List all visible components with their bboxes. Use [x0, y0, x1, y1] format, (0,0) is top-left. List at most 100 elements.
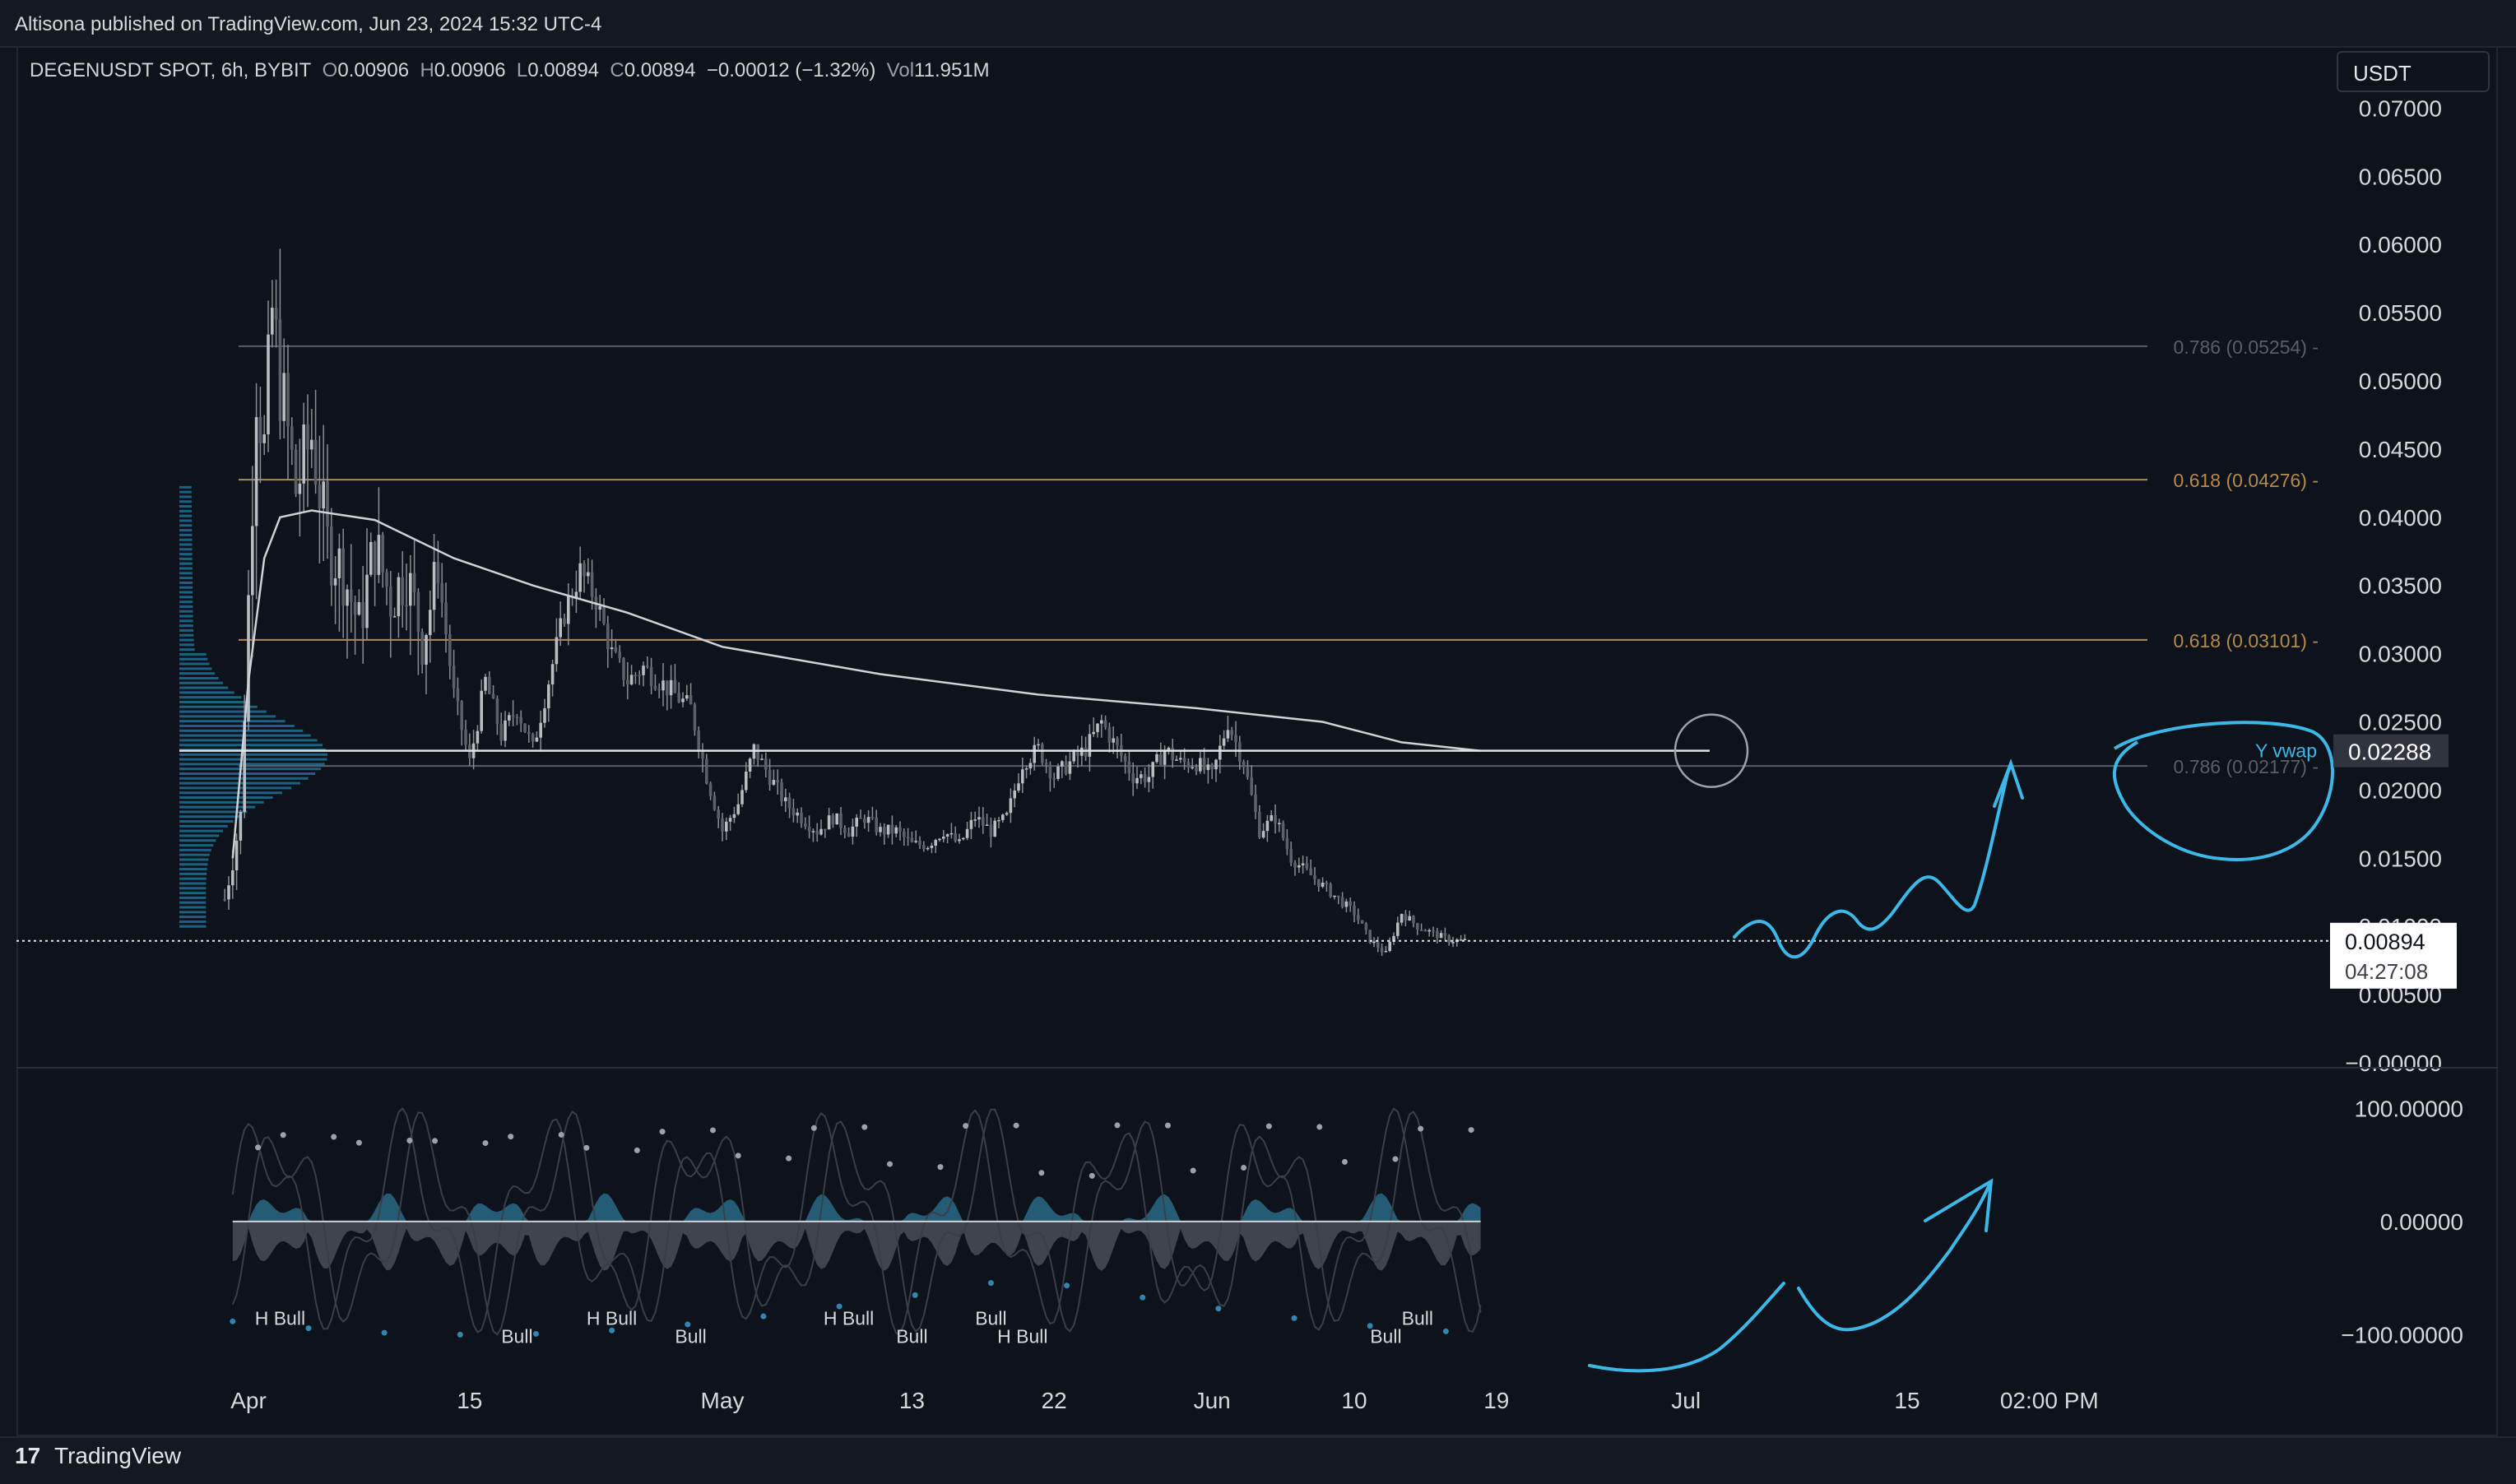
divergence-label: Bull — [975, 1307, 1006, 1329]
oscillator-dot — [887, 1161, 894, 1167]
candle-body — [1297, 865, 1301, 868]
divergence-label: Bull — [1402, 1307, 1433, 1329]
oscillator-dot — [1341, 1158, 1348, 1165]
candle-body — [1427, 930, 1431, 932]
volume-profile-bar — [179, 624, 193, 628]
volume-profile-bar — [179, 810, 248, 814]
candle-body — [728, 818, 732, 822]
candle-body — [251, 526, 254, 596]
candle-body — [405, 605, 408, 607]
tradingview-brand[interactable]: TradingView — [54, 1443, 182, 1468]
candle-body — [938, 838, 941, 841]
oscillator-dot — [1442, 1328, 1449, 1334]
candle-body — [389, 586, 392, 617]
candle-body — [1092, 731, 1095, 735]
candle-body — [725, 821, 728, 832]
candle-body — [708, 783, 713, 796]
time-axis[interactable]: Apr 15 May 13 22 Jun 10 19 Jul 15 02:00 PM — [230, 1388, 2099, 1413]
oscillator-axis[interactable]: 100.00000 0.00000 −100.00000 — [2341, 1096, 2463, 1347]
candle-body — [962, 837, 965, 840]
volume-profile-bar — [179, 925, 207, 928]
volume-profile-bar — [179, 911, 207, 914]
candle-body — [1206, 764, 1210, 771]
oscillator-dot — [609, 1327, 615, 1333]
volume-profile-bar — [179, 839, 216, 842]
volume-profile-bar — [179, 791, 282, 795]
volume-profile-bar — [179, 720, 285, 723]
volume-profile-bar — [179, 524, 193, 527]
currency-button[interactable]: USDT — [2337, 51, 2490, 92]
price-tick-label: 0.02000 — [2359, 777, 2442, 803]
candle-body — [1337, 895, 1340, 897]
vwap-label: Y vwap — [2255, 740, 2317, 762]
candle-body — [745, 771, 748, 791]
candle-body — [1096, 723, 1099, 732]
candle-body — [346, 589, 349, 606]
volume-profile-bar — [179, 572, 193, 575]
time-tick-label: 10 — [1341, 1388, 1367, 1413]
open-value: 0.00906 — [337, 59, 410, 81]
fib-label: 0.618 (0.04276) - — [2174, 470, 2319, 491]
candle-body — [807, 826, 811, 832]
vwap-circle-marker — [1673, 713, 1749, 788]
candle-body — [1423, 930, 1427, 932]
fib-label: 0.786 (0.02177) - — [2174, 756, 2319, 777]
candle-body — [705, 758, 708, 784]
oscillator-dot — [1140, 1294, 1146, 1301]
oscillator-dot — [1367, 1323, 1373, 1329]
candle-body — [673, 679, 677, 693]
candle-body — [519, 716, 522, 724]
candle-body — [1131, 772, 1135, 784]
candle-body — [337, 548, 341, 579]
candle-body — [1222, 738, 1226, 746]
candle-body — [598, 605, 601, 610]
divergence-label: H Bull — [255, 1307, 305, 1329]
oscillator-dot — [331, 1134, 337, 1140]
candle-body — [886, 824, 890, 835]
candle-body — [1143, 774, 1147, 782]
candle-body — [740, 790, 744, 805]
candle-body — [926, 847, 930, 850]
oscillator-dot — [1114, 1122, 1121, 1129]
candle-body — [1436, 930, 1439, 939]
candle-body — [392, 616, 397, 618]
candle-body — [555, 637, 559, 665]
candle-body — [756, 744, 759, 760]
symbol-title[interactable]: DEGENUSDT SPOT, 6h, BYBIT — [30, 59, 312, 81]
candle-body — [341, 548, 345, 606]
candle-body — [894, 827, 898, 834]
price-axis[interactable]: 0.07000 0.06500 0.06000 0.05500 0.05000 0.045… — [2345, 95, 2442, 1076]
candle-body — [768, 769, 772, 785]
candle-body — [1219, 745, 1222, 760]
volume-profile-bar — [179, 768, 321, 771]
volume-profile-bar — [179, 805, 256, 809]
candle-body — [1317, 879, 1321, 887]
candle-body — [958, 839, 961, 842]
candle-body — [267, 334, 270, 434]
candle-body — [657, 689, 661, 691]
candle-body — [330, 526, 333, 586]
candle-body — [310, 439, 313, 450]
fib-labels: 0.786 (0.05254) - 0.618 (0.04276) - 0.618 … — [2174, 336, 2319, 777]
vwap-line — [231, 509, 1481, 859]
volume-profile-bar — [179, 758, 327, 761]
footer-bar — [0, 1436, 2516, 1484]
volume-profile-bar — [179, 633, 194, 637]
oscillator-dot — [1241, 1164, 1247, 1171]
candle-body — [574, 591, 578, 599]
candle-body — [1044, 763, 1048, 765]
oscillator-tick-label: 0.00000 — [2380, 1209, 2463, 1235]
time-tick-label: 15 — [1894, 1388, 1919, 1413]
candle-body — [736, 804, 740, 814]
candle-body — [1242, 761, 1246, 768]
volume-profile-bar — [179, 696, 242, 699]
oscillator-pane — [230, 1106, 1482, 1338]
candle-body — [278, 319, 282, 421]
candle-body — [239, 811, 243, 841]
oscillator-dot — [735, 1152, 741, 1159]
candle-body — [559, 618, 562, 638]
tradingview-logo-icon[interactable]: 17 — [15, 1443, 41, 1468]
volume-profile-bar — [179, 901, 207, 904]
candle-body — [1372, 941, 1376, 944]
